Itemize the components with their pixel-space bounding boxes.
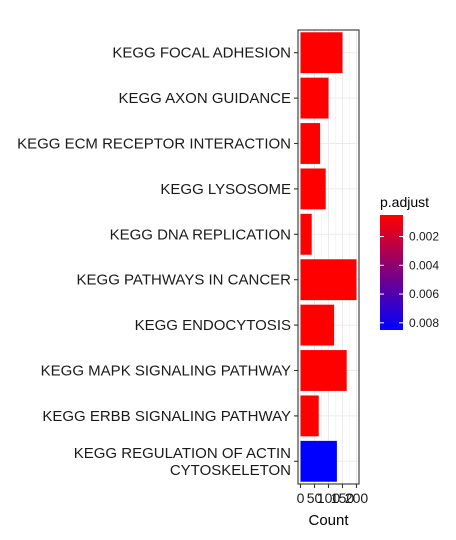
legend: p.adjust 0.002 0.004 0.006 0.008 [380, 194, 439, 330]
category-ticks [294, 52, 298, 462]
category-label: KEGG DNA REPLICATION [110, 226, 291, 243]
bar [300, 213, 312, 255]
bar [300, 168, 326, 210]
category-label: KEGG REGULATION OF ACTIN CYTOSKELETON [74, 444, 291, 478]
bars [300, 32, 357, 482]
x-tick-label: 150 [331, 490, 355, 506]
bar [300, 304, 335, 346]
x-tick-label: 100 [317, 490, 341, 506]
category-label: KEGG FOCAL ADHESION [112, 44, 291, 61]
category-label: KEGG ECM RECEPTOR INTERACTION [17, 135, 291, 152]
bar [300, 32, 343, 74]
legend-tick-label: 0.002 [409, 230, 439, 244]
legend-colorbar [380, 215, 403, 330]
bar [300, 350, 347, 391]
x-axis-title: Count [308, 512, 349, 529]
legend-tick-label: 0.006 [409, 287, 439, 301]
bar [300, 259, 357, 301]
legend-tick-label: 0.008 [409, 316, 439, 330]
legend-title: p.adjust [380, 194, 429, 210]
category-label: KEGG PATHWAYS IN CANCER [77, 271, 292, 288]
category-label: KEGG MAPK SIGNALING PATHWAY [41, 362, 291, 379]
x-tick-label: 200 [345, 490, 369, 506]
category-label: KEGG AXON GUIDANCE [118, 90, 291, 107]
bar [300, 395, 319, 437]
x-tick-label: 50 [307, 490, 323, 506]
legend-ticks: 0.002 0.004 0.006 0.008 [380, 230, 439, 330]
bar [300, 440, 337, 482]
bar [300, 123, 321, 164]
category-label: KEGG ERBB SIGNALING PATHWAY [42, 407, 291, 424]
x-tick-label: 0 [297, 490, 305, 506]
legend-tick-label: 0.004 [409, 258, 439, 272]
category-label: KEGG ENDOCYTOSIS [135, 317, 291, 334]
bar [300, 77, 329, 119]
category-label: KEGG LYSOSOME [160, 180, 291, 197]
category-labels: KEGG FOCAL ADHESION KEGG AXON GUIDANCE KEG… [17, 44, 291, 478]
